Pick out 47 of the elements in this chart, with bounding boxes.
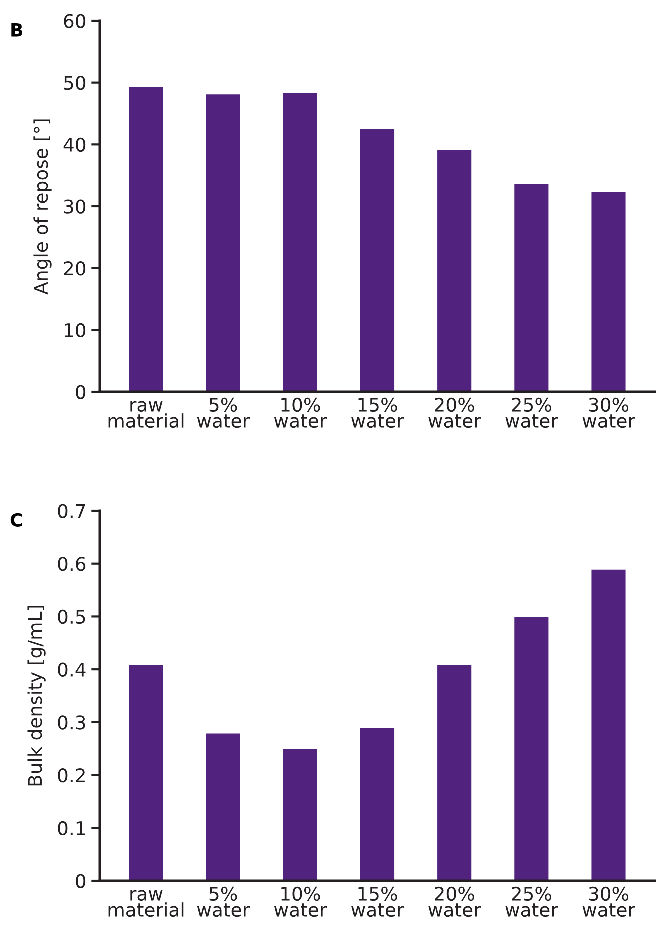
y-tick-label: 0 [76,874,86,888]
text: C [10,513,22,527]
x-tick-label: raw material [108,890,184,918]
bar [204,732,242,881]
y-axis-title: Bulk density [g/mL] [28,606,46,786]
bar [359,128,396,392]
bar [436,148,474,392]
bar [282,748,319,881]
bar [128,86,165,392]
x-tick-label: 15% water [352,886,404,918]
bar [590,568,628,881]
y-tick-label: 0 [76,385,86,400]
x-tick-label: 30% water [582,886,636,918]
x-tick-label: 10% water [274,398,328,428]
y-tick-label: 10 [65,323,86,338]
bar [359,727,396,881]
y-tick-label: 50 [64,76,86,90]
y-tick-label: 0.7 [58,504,86,518]
bar [513,616,550,881]
x-tick-label: 20% water [428,398,482,428]
y-tick-label: 20 [64,262,86,276]
y-tick-label: 0.6 [58,557,86,572]
x-tick-label: 15% water [352,398,404,428]
y-tick-label: 0.5 [58,610,86,624]
y-tick-label: 30 [64,200,86,214]
y-tick-label: 0.4 [58,662,86,677]
x-tick-label: 30% water [582,398,636,428]
x-tick-label: 5% water [197,398,250,428]
y-tick-label: 0.1 [58,821,86,836]
bar [204,93,242,392]
x-tick-label: 25% water [506,886,558,918]
x-tick-label: 5% water [197,886,250,918]
x-tick-label: raw material [108,401,184,428]
x-tick-label: 20% water [428,886,482,918]
bar [436,664,474,881]
y-tick-label: 0.2 [58,768,85,783]
bar [282,92,319,392]
text: B [12,24,22,37]
bar [513,182,550,392]
bar [128,664,165,881]
bar [590,190,628,392]
y-tick-label: 40 [64,138,86,152]
y-tick-label: 60 [64,14,86,28]
y-axis-title: Angle of repose [°] [34,120,52,295]
x-tick-label: 10% water [274,886,328,918]
x-tick-label: 25% water [506,398,558,428]
y-tick-label: 0.3 [58,716,86,730]
